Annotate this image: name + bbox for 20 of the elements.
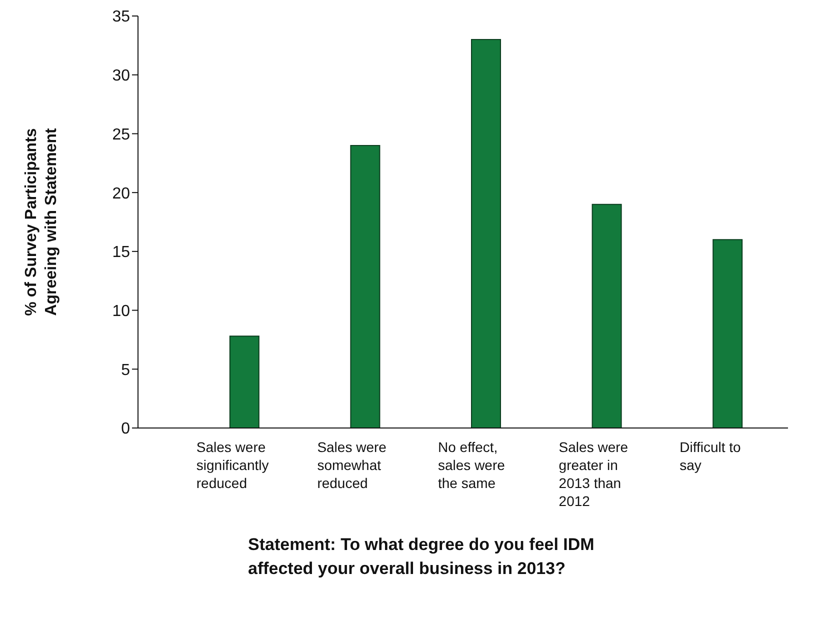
y-tick-label: 10 bbox=[112, 302, 130, 320]
y-tick-label: 20 bbox=[112, 185, 130, 202]
x-tick-label: Difficult to say bbox=[680, 439, 742, 473]
bar bbox=[592, 204, 622, 428]
bar bbox=[471, 39, 502, 428]
y-tick-label: 30 bbox=[112, 68, 130, 85]
x-axis-title: Statement: To what degree do you feel IDM affected your overall business in 2013? bbox=[248, 534, 596, 580]
bar bbox=[229, 336, 260, 428]
y-tick-label: 5 bbox=[121, 362, 130, 379]
y-axis-title: % of Survey Participants Agreeing with Statement bbox=[23, 128, 60, 316]
x-tick-label: Sales were significantly reduced bbox=[196, 439, 269, 491]
y-tick-label: 15 bbox=[112, 244, 130, 262]
x-tick-label: Sales were somewhat reduced bbox=[317, 439, 387, 491]
bar bbox=[712, 239, 743, 428]
x-tick-label: No effect, sales were the same bbox=[438, 439, 506, 491]
y-tick-label: 25 bbox=[112, 126, 130, 144]
y-tick-label: 0 bbox=[121, 420, 130, 438]
bar bbox=[350, 144, 380, 428]
y-tick-label: 35 bbox=[112, 8, 130, 26]
x-tick-label: Sales were greater in 2013 than 2012 bbox=[558, 439, 628, 509]
